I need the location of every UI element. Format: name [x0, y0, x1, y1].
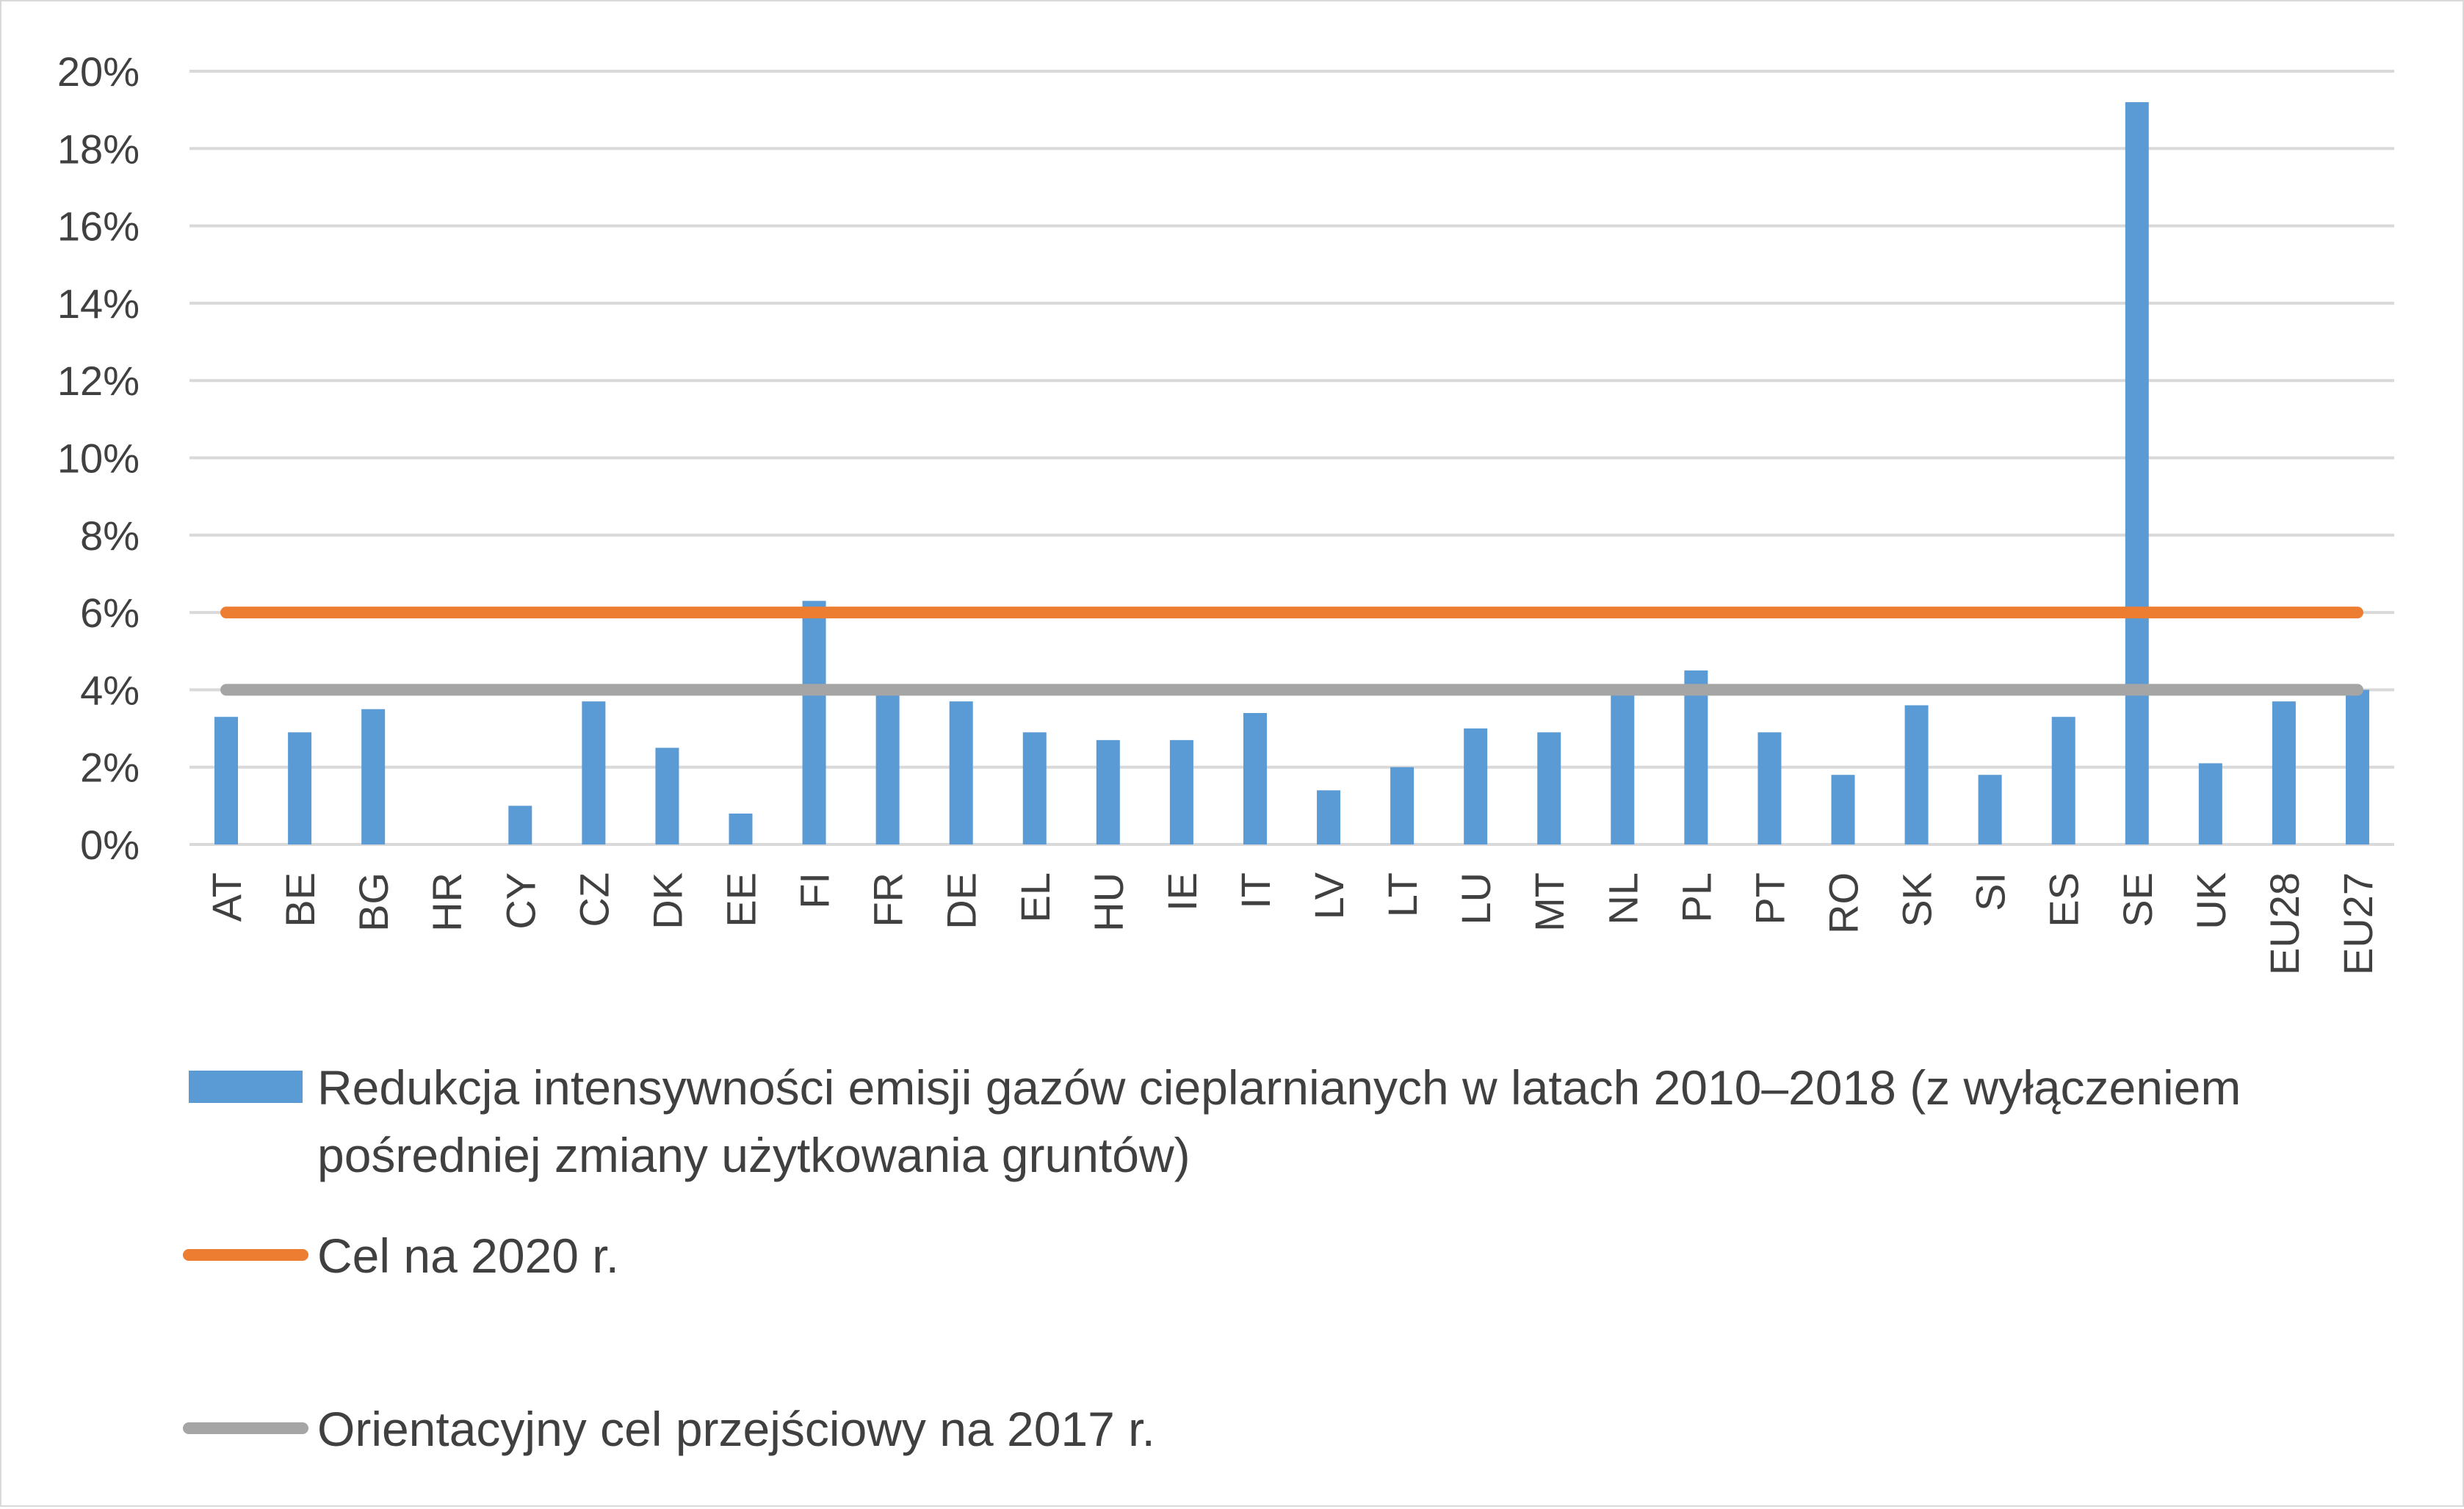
bar-HU — [1096, 739, 1120, 844]
x-tick-label-IE: IE — [1159, 872, 1205, 911]
legend-label-line-2: Orientacyjny cel przejściowy na 2017 r. — [317, 1402, 1155, 1456]
bar-SI — [1978, 775, 2002, 844]
legend: Redukcja intensywności emisji gazów ciep… — [183, 1060, 2241, 1456]
bar-EU27 — [2345, 690, 2369, 844]
bar-DE — [949, 701, 973, 844]
x-tick-label-FI: FI — [792, 872, 838, 909]
bar-PL — [1684, 670, 1708, 844]
bar-RO — [1831, 775, 1855, 844]
x-tick-label-LV: LV — [1306, 872, 1352, 919]
x-tick-label-RO: RO — [1821, 872, 1867, 934]
x-tick-label-NL: NL — [1600, 872, 1646, 925]
x-tick-label-ES: ES — [2041, 872, 2087, 927]
bar-FI — [802, 601, 826, 844]
x-tick-label-EU27: EU27 — [2335, 872, 2381, 975]
bar-CZ — [582, 701, 606, 844]
bar-LU — [1464, 728, 1488, 844]
y-tick-label: 16% — [57, 203, 140, 250]
x-tick-label-HU: HU — [1085, 872, 1132, 932]
x-tick-label-MT: MT — [1526, 872, 1572, 932]
y-tick-label: 14% — [57, 281, 140, 327]
bar-SE — [2125, 102, 2149, 844]
x-tick-label-CY: CY — [497, 872, 543, 930]
bar-CY — [508, 806, 532, 844]
x-tick-label-AT: AT — [203, 872, 250, 922]
x-axis-ticks: AT BE BG HR CY CZ DK EE FI FR DE EL HU IE IT LV LT LU MT NL… — [203, 872, 2381, 975]
x-tick-label-IT: IT — [1232, 872, 1279, 909]
x-tick-label-CZ: CZ — [571, 872, 617, 927]
x-tick-label-PT: PT — [1746, 872, 1793, 925]
y-tick-label: 4% — [80, 667, 140, 713]
x-tick-label-SI: SI — [1968, 872, 2014, 911]
x-tick-label-SE: SE — [2114, 872, 2161, 927]
x-tick-label-EL: EL — [1012, 872, 1058, 923]
legend-label-bar-line-1: Redukcja intensywności emisji gazów ciep… — [317, 1060, 2241, 1115]
bar-NL — [1611, 693, 1635, 844]
y-tick-label: 18% — [57, 126, 140, 172]
y-tick-label: 12% — [57, 358, 140, 404]
x-tick-label-SK: SK — [1894, 872, 1940, 927]
bar-BE — [288, 732, 312, 844]
bar-EU28 — [2272, 701, 2296, 844]
y-tick-label: 0% — [80, 822, 140, 868]
y-tick-label: 6% — [80, 590, 140, 636]
x-tick-label-EE: EE — [718, 872, 765, 927]
y-tick-label: 20% — [57, 48, 140, 95]
bar-BG — [361, 709, 386, 844]
x-tick-label-FR: FR — [865, 872, 911, 927]
legend-label-bar-line-2: pośredniej zmiany użytkowania gruntów) — [317, 1128, 1191, 1182]
bar-SK — [1904, 705, 1929, 844]
x-tick-label-EU28: EU28 — [2261, 872, 2308, 975]
x-tick-label-UK: UK — [2188, 872, 2234, 930]
x-tick-label-DK: DK — [644, 872, 690, 930]
x-tick-label-LU: LU — [1453, 872, 1499, 925]
x-tick-label-LT: LT — [1379, 872, 1426, 917]
target-lines — [220, 607, 2363, 696]
bar-FR — [875, 693, 900, 844]
bar-DK — [655, 748, 679, 844]
bar-UK — [2198, 763, 2222, 844]
x-tick-label-BE: BE — [277, 872, 323, 927]
bar-LV — [1317, 790, 1341, 844]
legend-label-line-1: Cel na 2020 r. — [317, 1228, 619, 1283]
y-axis-ticks: 0% 2% 4% 6% 8% 10% 12% 14% 16% 18% 20% — [57, 48, 140, 868]
bar-ES — [2051, 717, 2075, 844]
y-tick-label: 8% — [80, 513, 140, 559]
bar-IT — [1243, 712, 1267, 844]
bar-IE — [1169, 739, 1193, 844]
x-tick-label-PL: PL — [1673, 872, 1719, 923]
x-tick-label-DE: DE — [939, 872, 985, 930]
bar-LT — [1390, 767, 1415, 844]
bar-EE — [729, 813, 753, 844]
legend-swatch-bar — [189, 1071, 303, 1103]
x-tick-label-HR: HR — [424, 872, 470, 932]
bar-MT — [1537, 732, 1561, 844]
y-tick-label: 2% — [80, 745, 140, 791]
bars — [214, 102, 2369, 844]
bar-AT — [214, 717, 239, 844]
x-tick-label-BG: BG — [350, 872, 397, 932]
bar-EL — [1022, 732, 1047, 844]
bar-PT — [1757, 732, 1782, 844]
y-tick-label: 10% — [57, 435, 140, 482]
